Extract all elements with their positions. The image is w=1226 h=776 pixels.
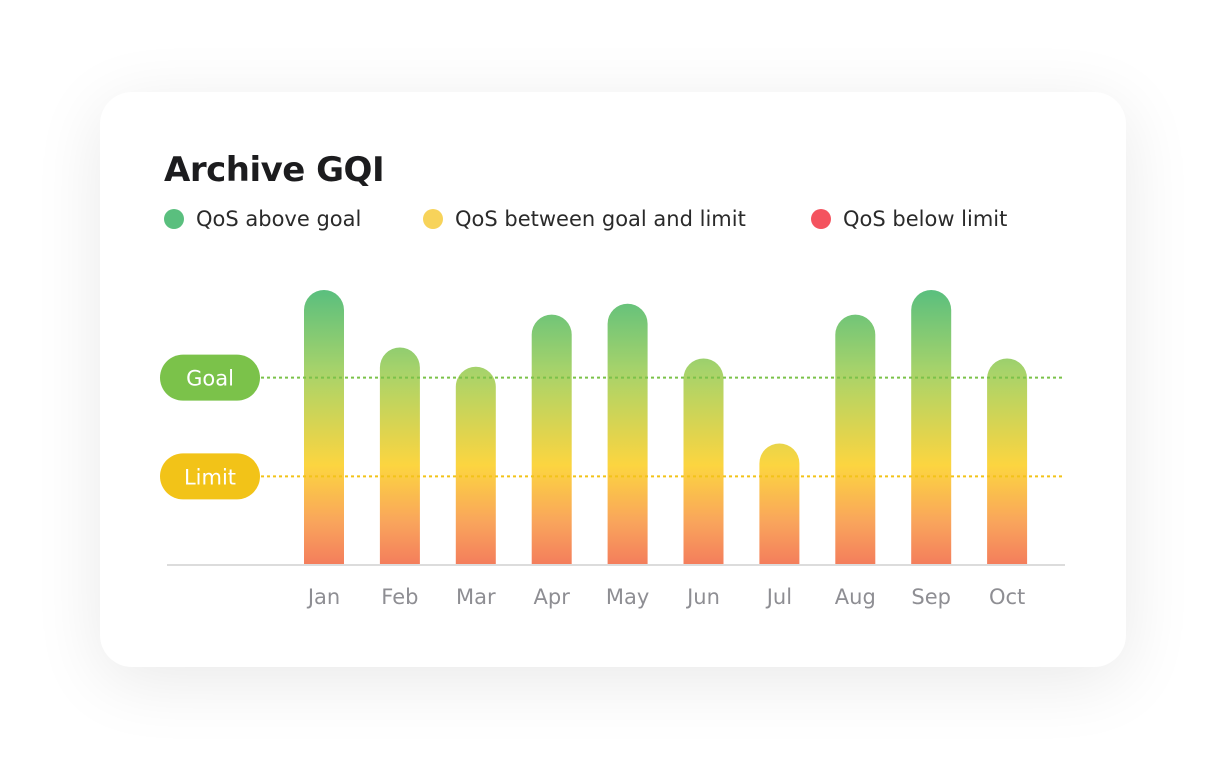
x-tick-label: May <box>606 585 649 609</box>
x-tick-label: Jul <box>765 585 792 609</box>
bar-chart: Jan Feb Mar Apr May Jun Jul Aug Sep Oct Goal Limit <box>160 290 1065 609</box>
goal-pill <box>160 354 260 401</box>
goal-pill-label: Goal <box>186 367 234 391</box>
legend-item-between: QoS between goal and limit <box>423 205 746 233</box>
bar-feb <box>379 347 420 564</box>
x-tick-label: Aug <box>835 585 876 609</box>
bar-jun <box>683 358 724 564</box>
chart-title: Archive GQI <box>164 150 385 190</box>
x-tick-label: Sep <box>911 585 951 609</box>
legend-label: QoS between goal and limit <box>455 207 746 231</box>
bar-may <box>607 303 648 564</box>
legend-item-above-goal: QoS above goal <box>164 205 361 233</box>
legend-item-below-limit: QoS below limit <box>811 205 1007 233</box>
bar-mar <box>455 366 496 564</box>
x-tick-labels: Jan Feb Mar Apr May Jun Jul Aug Sep Oct <box>306 585 1025 609</box>
limit-pill <box>160 453 260 500</box>
bar-jan <box>304 290 344 564</box>
x-tick-label: Apr <box>534 585 571 609</box>
x-tick-label: Jun <box>685 585 720 609</box>
bar-sep <box>911 290 952 564</box>
bar-aug <box>835 314 876 564</box>
x-tick-label: Feb <box>381 585 418 609</box>
bar-oct <box>987 358 1028 564</box>
legend-label: QoS below limit <box>843 207 1008 231</box>
legend-dot-red <box>811 209 831 229</box>
limit-pill-label: Limit <box>184 465 236 489</box>
x-tick-label: Mar <box>456 585 496 609</box>
legend-label: QoS above goal <box>196 207 362 231</box>
bar-apr <box>531 314 572 564</box>
x-tick-label: Oct <box>989 585 1025 609</box>
x-tick-label: Jan <box>306 585 340 609</box>
legend-dot-yellow <box>423 209 443 229</box>
legend-dot-green <box>164 209 184 229</box>
reference-lines: Goal Limit <box>160 354 1065 500</box>
chart-card: Archive GQI QoS above goal QoS between g… <box>100 92 1126 667</box>
bar-jul <box>759 443 800 564</box>
bars-group <box>304 290 1028 564</box>
